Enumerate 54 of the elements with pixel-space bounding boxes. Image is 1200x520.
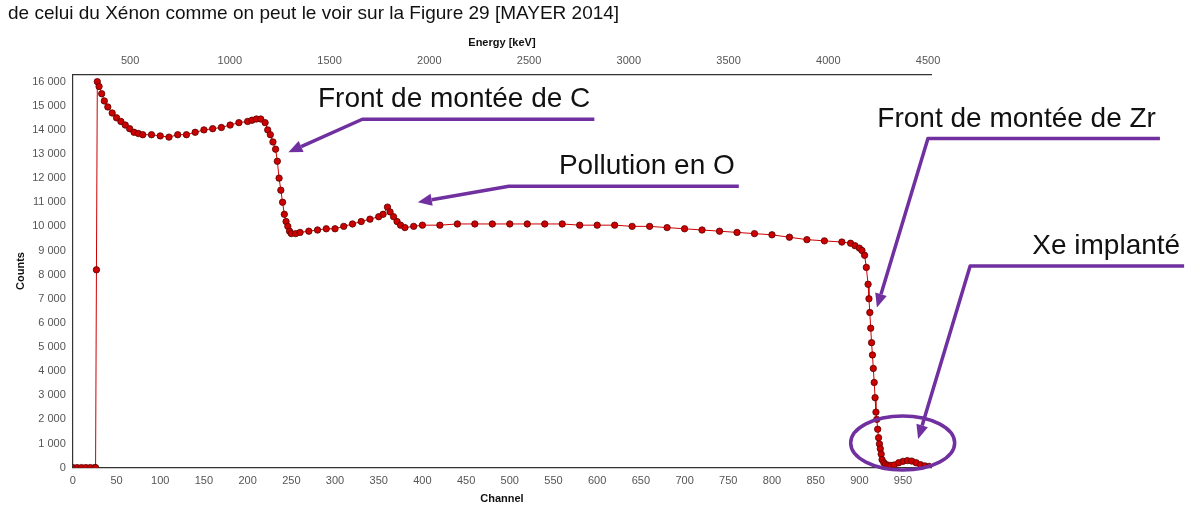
x-tick-label: 0 <box>69 474 76 487</box>
x-tick-label: 250 <box>282 474 301 487</box>
x2-tick-label: 500 <box>120 53 140 66</box>
annotation: Front de montée de C <box>317 81 591 116</box>
x-tick-label: 750 <box>719 474 738 487</box>
y-tick-label: 14 000 <box>32 122 66 135</box>
x-tick-label: 900 <box>850 474 869 487</box>
x-tick-label: 550 <box>544 474 563 487</box>
y-tick-label: 11 000 <box>33 195 66 208</box>
y-tick-label: 9 000 <box>38 243 66 256</box>
y-tick-label: 0 <box>59 460 66 473</box>
x2-axis-title: Energy [keV] <box>468 35 536 48</box>
x-tick-label: 700 <box>675 474 694 487</box>
x-tick-label: 500 <box>500 474 519 487</box>
y-tick-label: 3 000 <box>38 388 66 401</box>
y-tick-label: 16 000 <box>32 74 66 87</box>
y-tick-label: 4 000 <box>38 364 66 377</box>
x2-tick-label: 2000 <box>417 53 442 66</box>
text: de celui du Xénon comme on peut le voir sur la Figure 29 [MAYER 2014] <box>8 2 620 24</box>
y-tick-label: 2 000 <box>38 412 66 425</box>
x-tick-label: 850 <box>806 474 825 487</box>
y-tick-label: 15 000 <box>32 98 66 111</box>
annotation: Front de montée de Zr <box>877 100 1156 135</box>
y-axis-title: Counts <box>13 252 26 290</box>
x-tick-label: 350 <box>369 474 388 487</box>
x-tick-label: 450 <box>456 474 476 487</box>
x-tick-label: 150 <box>194 474 214 487</box>
x-tick-label: 650 <box>631 474 651 487</box>
text: Xe implanté <box>1032 227 1181 262</box>
x-tick-label: 200 <box>238 474 257 487</box>
x2-tick-label: 1500 <box>317 53 342 66</box>
x2-tick-label: 1000 <box>217 53 243 66</box>
y-tick-label: 8 000 <box>38 267 66 280</box>
x-tick-label: 600 <box>588 474 607 487</box>
y-tick-label: 13 000 <box>32 147 66 160</box>
x-axis-title: Channel <box>480 492 524 505</box>
x-tick-label: 300 <box>325 474 345 487</box>
x-tick-label: 100 <box>151 474 170 487</box>
x-tick-label: 50 <box>110 474 123 487</box>
x2-tick-label: 4000 <box>816 53 841 66</box>
y-tick-label: 7 000 <box>38 291 66 304</box>
y-tick-label: 1 000 <box>38 436 66 449</box>
x-tick-label: 800 <box>762 474 782 487</box>
y-tick-label: 10 000 <box>32 219 66 232</box>
x2-tick-label: 4500 <box>915 53 941 66</box>
x-tick-label: 950 <box>893 474 913 487</box>
y-tick-label: 5 000 <box>38 340 66 353</box>
y-tick-label: 6 000 <box>38 315 66 328</box>
y-tick-label: 12 000 <box>32 171 66 184</box>
x-tick-label: 400 <box>413 474 432 487</box>
annotation: Pollution en O <box>558 148 735 183</box>
x2-tick-label: 3000 <box>616 53 642 66</box>
x2-tick-label: 3500 <box>716 53 741 66</box>
x2-tick-label: 2500 <box>516 53 542 66</box>
